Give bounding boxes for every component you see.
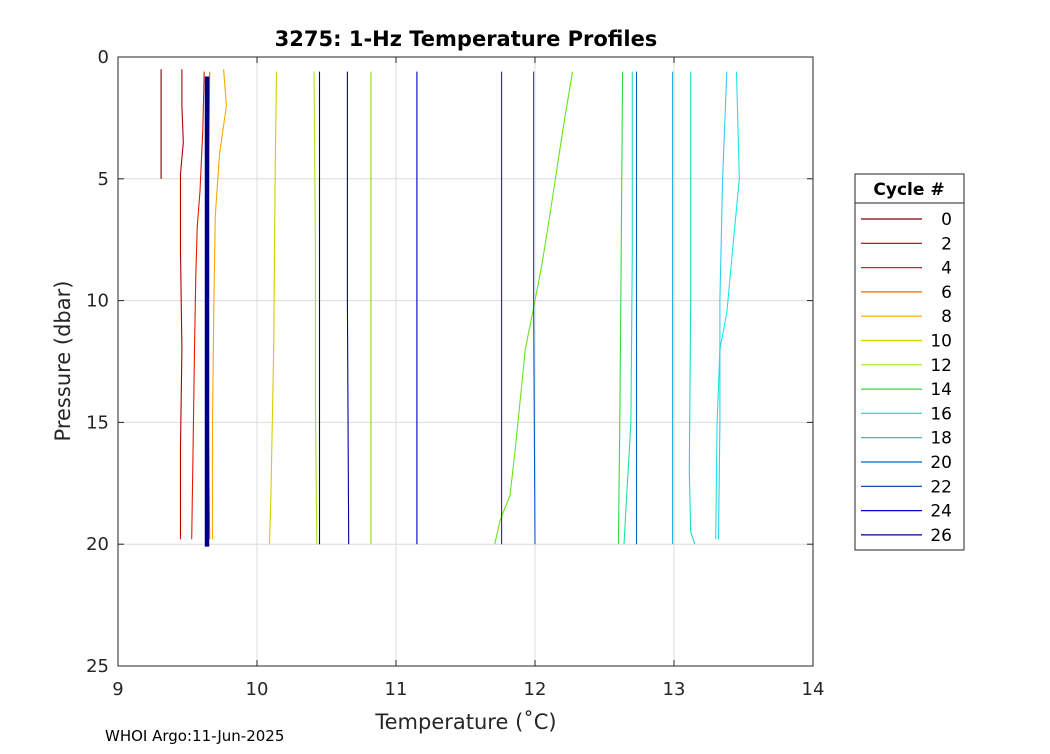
footer-stamp: WHOI Argo:11-Jun-2025 [105,727,284,745]
profile-line-cycle-17 [688,71,696,545]
legend-label: 4 [941,259,952,279]
legend-label: 8 [941,307,952,327]
legend-label: 14 [930,380,952,400]
y-tick-label: 0 [98,47,109,68]
y-tick-label: 15 [86,412,109,433]
profile-line-cycle-14 [494,71,574,545]
x-tick-label: 12 [524,679,547,700]
y-tick-label: 10 [86,291,109,312]
x-tick-label: 13 [663,679,686,700]
legend-label: 2 [941,234,952,254]
profile-line-cycle-10 [268,71,278,545]
profile-line-cycle-2 [179,69,184,540]
legend-label: 12 [930,356,952,376]
legend-label: 18 [930,429,952,449]
profile-line-cycle-18 [715,71,740,540]
legend-label: 26 [930,526,952,546]
legend-title: Cycle # [873,180,944,200]
profile-line-cycle-19 [717,71,728,540]
y-tick-label: 20 [86,534,109,555]
legend-label: 22 [930,477,952,497]
legend-label: 16 [930,404,952,424]
plot-frame [117,56,814,667]
legend-label: 0 [941,210,952,230]
profile-line-cycle-16 [623,71,633,545]
x-tick-label: 9 [112,679,123,700]
legend-label: 10 [930,332,952,352]
grid-lines [118,57,813,666]
chart-title: 3275: 1-Hz Temperature Profiles [275,27,658,51]
legend-label: 20 [930,453,952,473]
legend-label: 6 [941,283,952,303]
x-tick-label: 14 [802,679,825,700]
x-tick-label: 11 [385,679,408,700]
y-axis-ticks: 0 5 10 15 20 25 [86,47,813,677]
legend-box [854,173,965,551]
profile-line-cycle-8 [211,69,227,540]
profile-line-cycle-15 [617,71,624,545]
y-tick-label: 25 [86,656,109,677]
y-axis-label: Pressure (dbar) [51,281,75,442]
profile-lines [160,69,740,547]
profile-line-cycle-25 [346,71,350,545]
x-axis-label: Temperature (˚C) [374,710,556,734]
profile-line-cycle-22 [533,71,536,545]
x-axis-ticks: 9 10 11 12 13 14 [112,57,824,700]
plot-area [118,57,813,666]
profile-line-cycle-12 [313,71,318,545]
x-tick-label: 10 [246,679,269,700]
profile-line-cycle-4 [191,71,205,540]
legend-label: 24 [930,502,952,522]
y-tick-label: 5 [98,169,109,190]
